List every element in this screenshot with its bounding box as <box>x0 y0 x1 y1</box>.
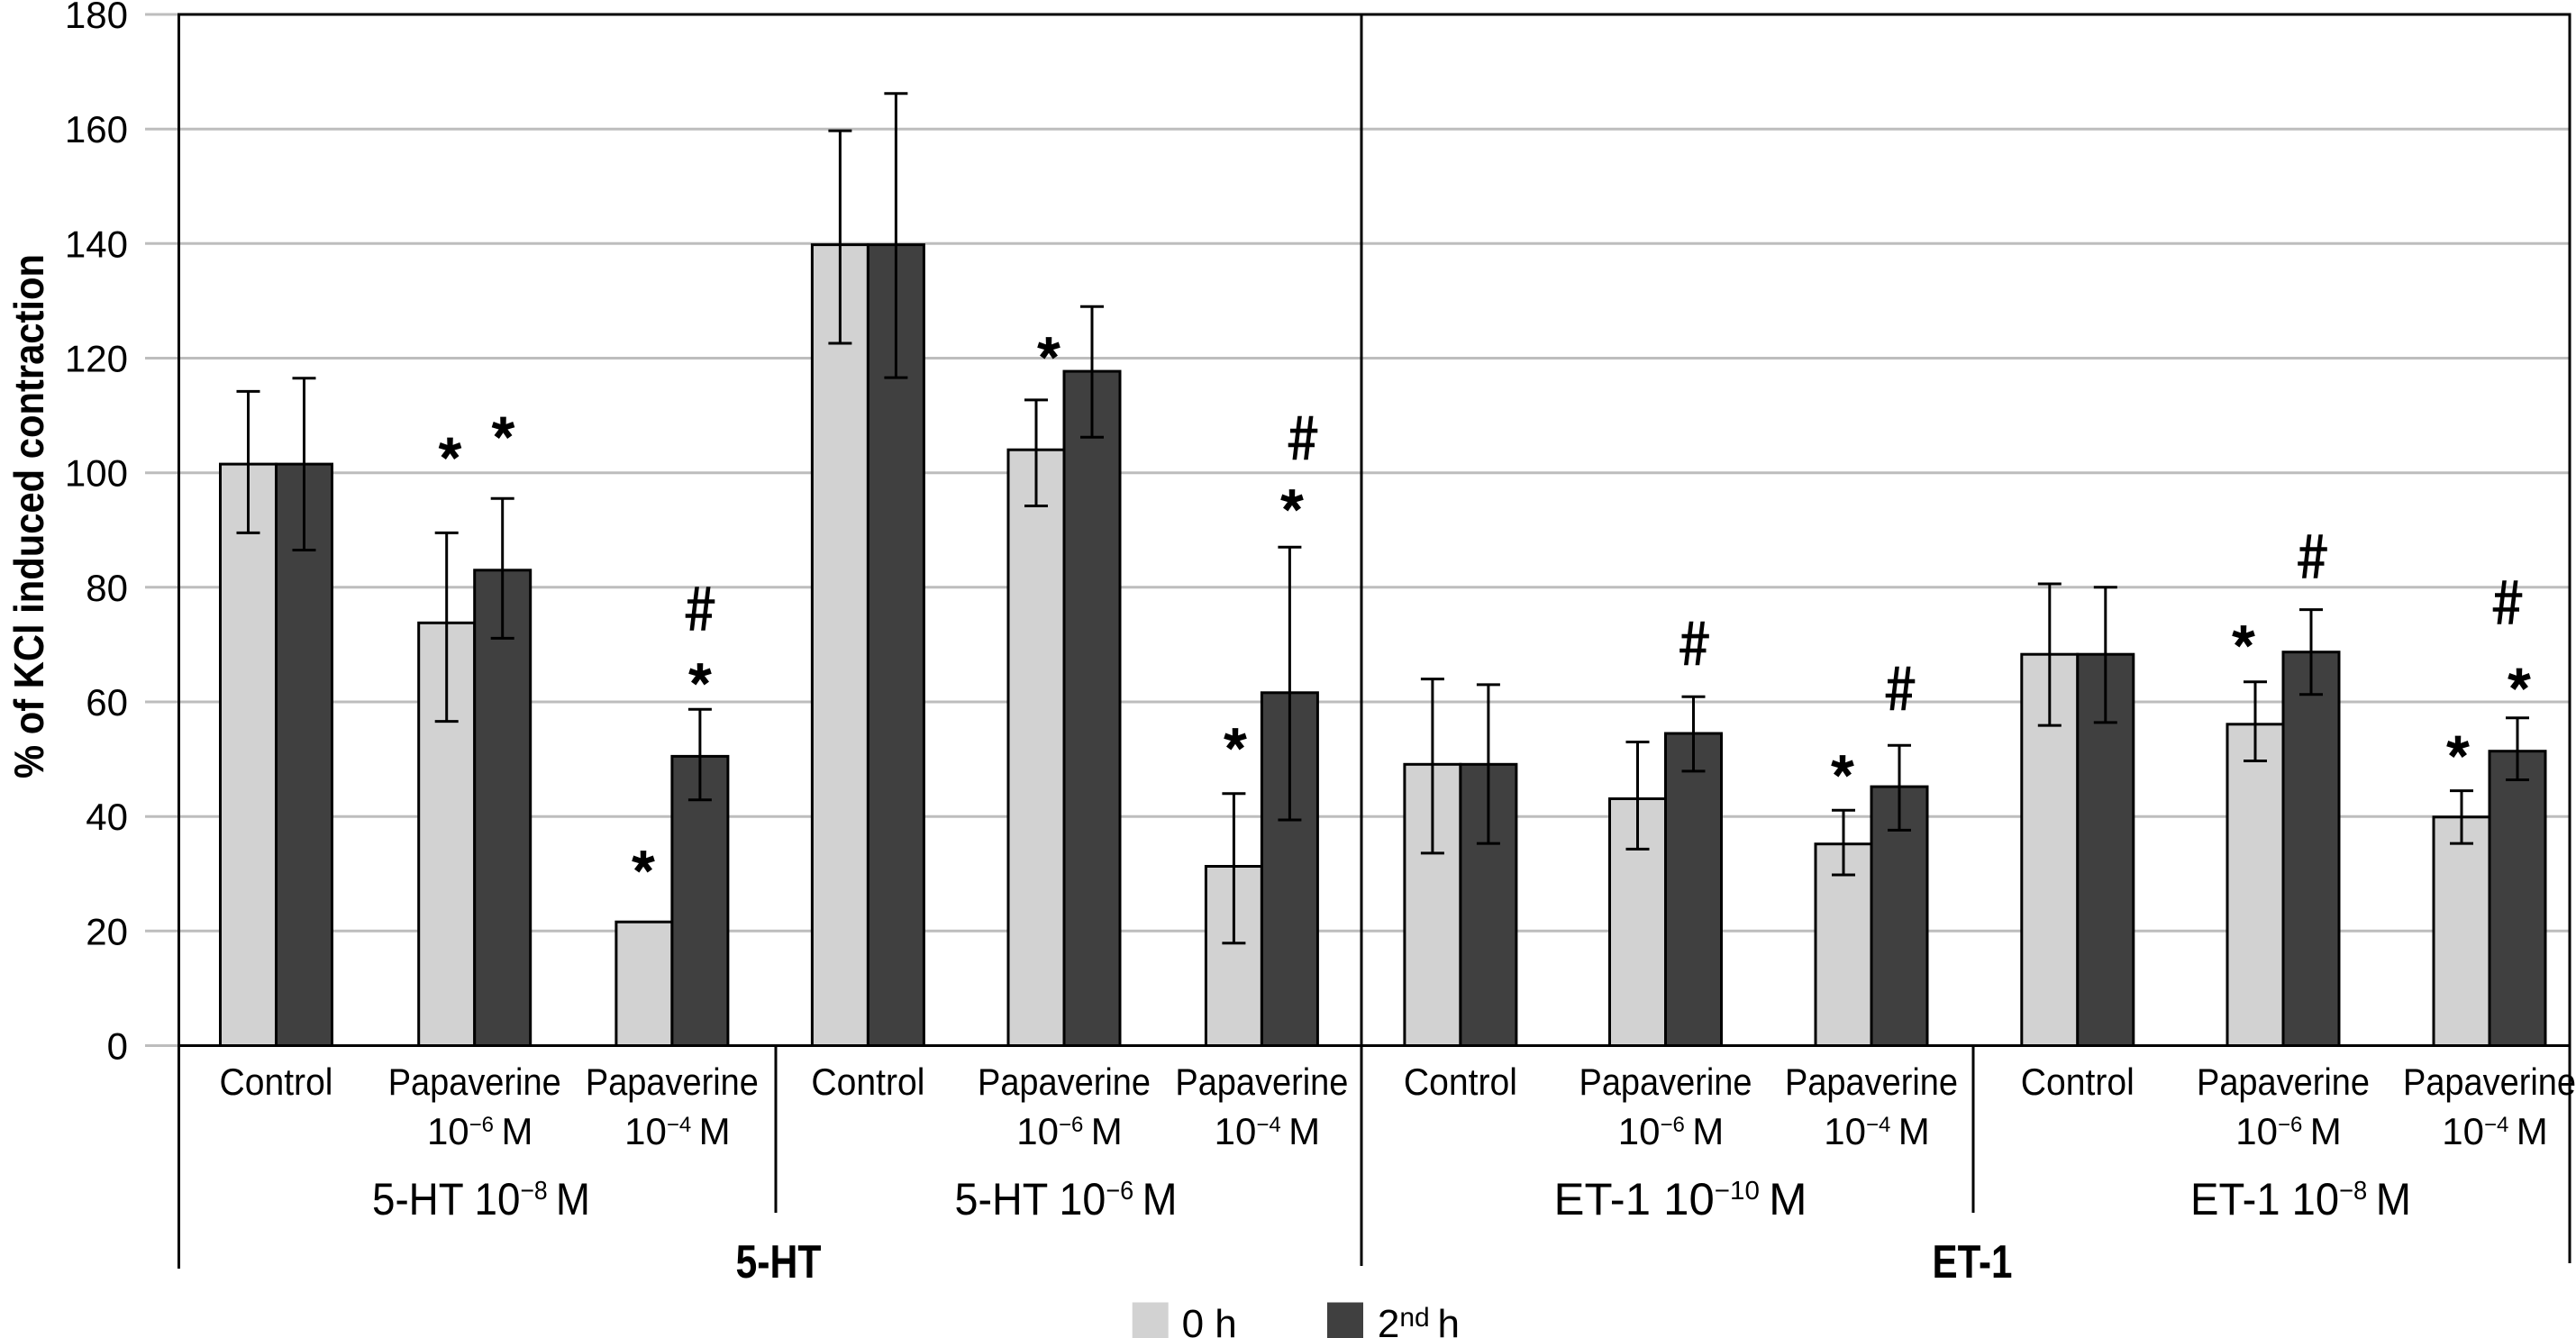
svg-text:160: 160 <box>65 108 128 150</box>
svg-text:Control: Control <box>1404 1060 1517 1103</box>
svg-text:Papaverine: Papaverine <box>1785 1060 1958 1103</box>
svg-text:Papaverine: Papaverine <box>586 1060 759 1103</box>
svg-text:20: 20 <box>86 910 128 952</box>
svg-text:40: 40 <box>86 796 128 838</box>
svg-text:180: 180 <box>65 0 128 36</box>
svg-text:Control: Control <box>220 1060 333 1103</box>
svg-text:ET-1 10−8 M: ET-1 10−8 M <box>2190 1174 2411 1224</box>
svg-text:% of KCl induced contraction: % of KCl induced contraction <box>5 254 52 778</box>
svg-text:60: 60 <box>86 681 128 724</box>
svg-text:ET-1: ET-1 <box>1933 1236 2013 1288</box>
svg-text:80: 80 <box>86 567 128 609</box>
svg-text:140: 140 <box>65 223 128 265</box>
svg-text:Papaverine: Papaverine <box>1579 1060 1752 1103</box>
svg-text:Control: Control <box>811 1060 924 1103</box>
svg-text:Papaverine: Papaverine <box>1175 1060 1348 1103</box>
svg-text:0: 0 <box>107 1025 128 1068</box>
svg-text:120: 120 <box>65 338 128 380</box>
svg-text:5-HT: 5-HT <box>736 1236 822 1288</box>
svg-text:Papaverine: Papaverine <box>2403 1060 2576 1103</box>
svg-text:0 h: 0 h <box>1182 1302 1237 1338</box>
svg-text:10−6 M: 10−6 M <box>2235 1110 2342 1152</box>
svg-text:10−4 M: 10−4 M <box>1215 1110 1321 1152</box>
svg-text:10−6 M: 10−6 M <box>427 1110 533 1152</box>
svg-text:ET-1 10−10 M: ET-1 10 −10 M <box>1554 1174 1807 1224</box>
svg-text:5-HT 10−6 M: 5-HT 10−6 M <box>955 1174 1178 1224</box>
svg-text:Papaverine: Papaverine <box>2197 1060 2370 1103</box>
svg-text:100: 100 <box>65 452 128 495</box>
svg-text:Papaverine: Papaverine <box>978 1060 1151 1103</box>
svg-text:2nd h: 2nd h <box>1378 1302 1460 1338</box>
svg-text:Control: Control <box>2021 1060 2135 1103</box>
svg-text:10−4 M: 10−4 M <box>624 1110 731 1152</box>
svg-text:Papaverine: Papaverine <box>388 1060 561 1103</box>
svg-text:5-HT 10−8 M: 5-HT 10−8 M <box>372 1174 590 1224</box>
